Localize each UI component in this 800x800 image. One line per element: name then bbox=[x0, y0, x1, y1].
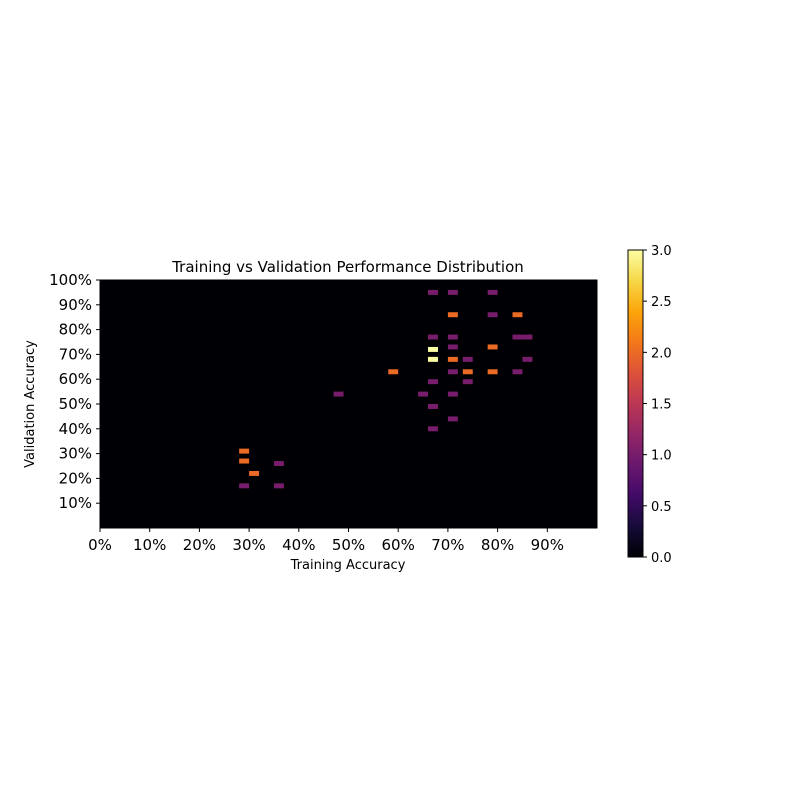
heatmap-cell bbox=[447, 416, 458, 422]
plot-area bbox=[99, 279, 598, 529]
x-axis-ticks: 0% 10% 20% 30% 40% 50% 60% 70% 80% 90% bbox=[88, 528, 564, 554]
heatmap-cell bbox=[428, 356, 438, 362]
y-tick-label: 90% bbox=[59, 296, 92, 314]
heatmap-cell bbox=[239, 483, 250, 489]
colorbar-gradient bbox=[627, 249, 644, 558]
colorbar-tick-label: 1.0 bbox=[651, 449, 672, 464]
y-tick-label: 40% bbox=[59, 420, 92, 438]
x-tick-label: 60% bbox=[382, 536, 415, 554]
x-tick-label: 10% bbox=[133, 536, 166, 554]
heatmap-cell bbox=[447, 289, 458, 295]
heatmap-cell bbox=[428, 426, 438, 432]
heatmap-cell bbox=[462, 369, 473, 375]
heatmap-cell bbox=[487, 289, 498, 295]
heatmap-cell bbox=[333, 391, 344, 397]
heatmap-cells bbox=[239, 289, 533, 489]
plot-background bbox=[100, 280, 597, 528]
heatmap-cell bbox=[239, 458, 250, 464]
heatmap-cell bbox=[447, 356, 458, 362]
x-tick-label: 80% bbox=[481, 536, 514, 554]
colorbar-tick-label: 1.5 bbox=[651, 398, 672, 413]
heatmap-cell bbox=[447, 334, 458, 340]
heatmap-cell bbox=[512, 312, 523, 318]
heatmap-cell bbox=[522, 356, 533, 362]
heatmap-cell bbox=[428, 334, 438, 340]
x-tick-label: 70% bbox=[431, 536, 464, 554]
heatmap-cell bbox=[512, 369, 523, 375]
colorbar-tick-label: 2.0 bbox=[651, 346, 672, 361]
heatmap-cell bbox=[487, 369, 498, 375]
x-tick-label: 40% bbox=[282, 536, 315, 554]
heatmap-cell bbox=[487, 344, 498, 350]
y-tick-label: 50% bbox=[59, 395, 92, 413]
x-axis-label: Training Accuracy bbox=[290, 558, 406, 573]
colorbar-tick-label: 2.5 bbox=[651, 295, 672, 310]
y-tick-label: 60% bbox=[59, 370, 92, 388]
heatmap-cell bbox=[522, 334, 533, 340]
chart-title: Training vs Validation Performance Distr… bbox=[171, 258, 524, 276]
y-tick-label: 70% bbox=[59, 345, 92, 363]
heatmap-cell bbox=[462, 379, 473, 385]
heatmap-cell bbox=[447, 369, 458, 375]
y-tick-label: 20% bbox=[59, 469, 92, 487]
y-tick-label: 80% bbox=[59, 321, 92, 339]
colorbar-tick-label: 0.5 bbox=[651, 500, 672, 515]
colorbar-ticks: 0.0 0.5 1.0 1.5 2.0 2.5 3.0 bbox=[643, 244, 672, 566]
x-tick-label: 0% bbox=[88, 536, 112, 554]
colorbar-tick-label: 0.0 bbox=[651, 551, 672, 566]
heatmap-cell bbox=[447, 312, 458, 318]
heatmap-cell bbox=[447, 391, 458, 397]
colorbar-tick-label: 3.0 bbox=[651, 244, 672, 259]
heatmap-cell bbox=[447, 344, 458, 350]
y-axis-label: Validation Accuracy bbox=[23, 340, 38, 468]
x-tick-label: 90% bbox=[531, 536, 564, 554]
y-tick-label: 100% bbox=[49, 271, 92, 289]
x-tick-label: 30% bbox=[232, 536, 265, 554]
heatmap-cell bbox=[428, 346, 438, 352]
heatmap-cell bbox=[428, 379, 438, 385]
heatmap-cell bbox=[273, 461, 284, 466]
heatmap-cell bbox=[487, 312, 498, 318]
x-tick-label: 50% bbox=[332, 536, 365, 554]
colorbar: 0.0 0.5 1.0 1.5 2.0 2.5 3.0 bbox=[627, 244, 672, 566]
x-tick-label: 20% bbox=[183, 536, 216, 554]
heatmap-cell bbox=[418, 391, 429, 397]
heatmap-cell bbox=[388, 369, 399, 375]
y-tick-label: 10% bbox=[59, 494, 92, 512]
heatmap-cell bbox=[428, 404, 438, 409]
heatmap-cell bbox=[273, 483, 284, 489]
heatmap-cell bbox=[512, 334, 523, 340]
heatmap-cell bbox=[428, 289, 438, 295]
heatmap-cell bbox=[249, 470, 260, 476]
heatmap-cell bbox=[239, 448, 250, 454]
y-tick-label: 30% bbox=[59, 445, 92, 463]
heatmap-cell bbox=[462, 356, 473, 362]
y-axis-ticks: 10% 20% 30% 40% 50% 60% 70% 80% 90% 100% bbox=[49, 271, 100, 512]
